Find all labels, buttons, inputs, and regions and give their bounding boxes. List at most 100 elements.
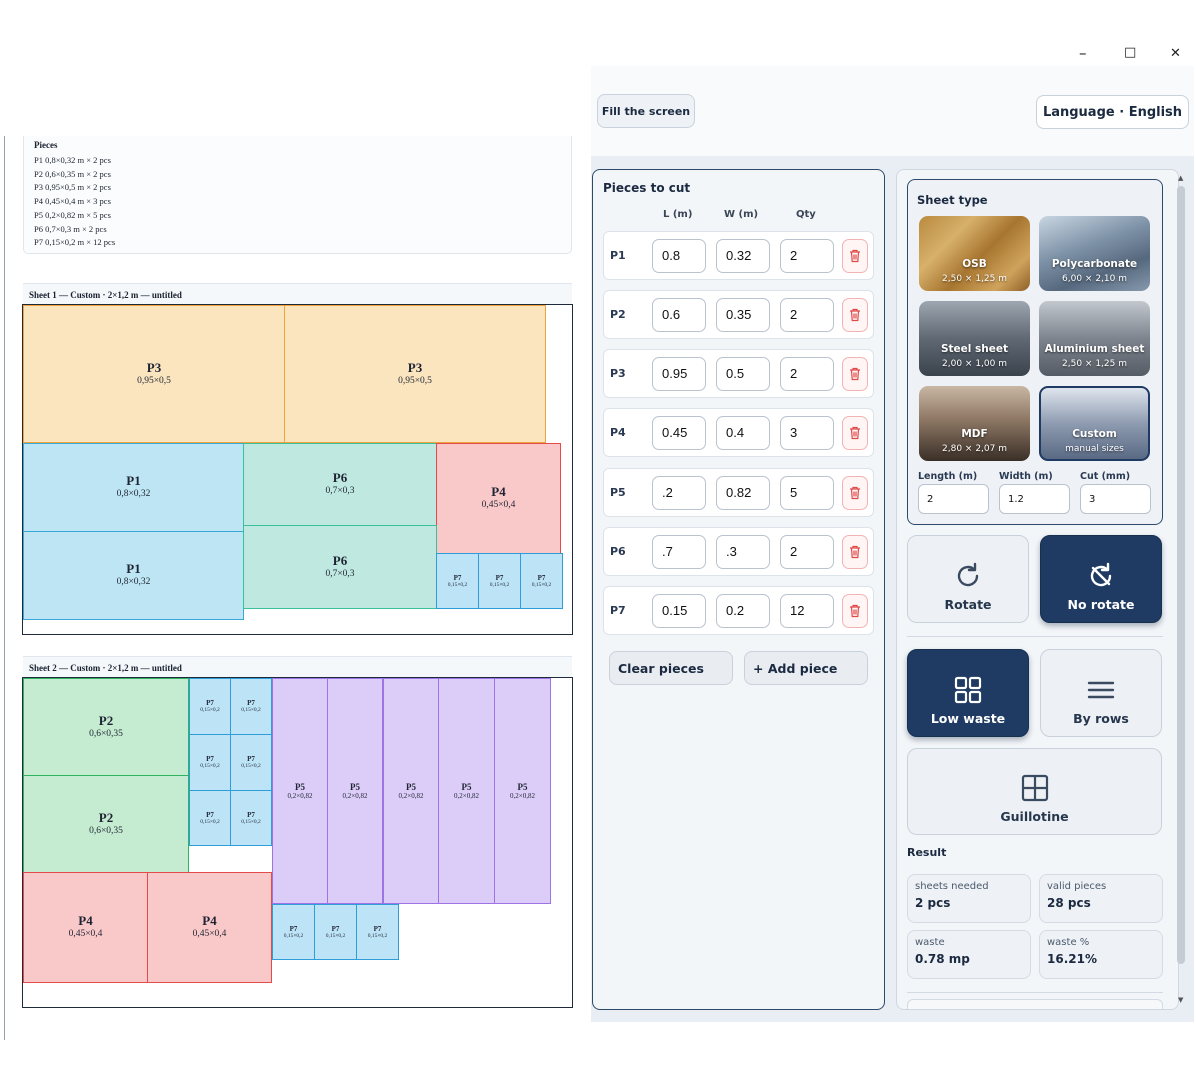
piece-row-label: P2 xyxy=(610,308,626,321)
qty-input[interactable]: 2 xyxy=(780,357,834,391)
delete-piece-button[interactable] xyxy=(842,357,868,391)
stat-waste: waste 0.78 mp xyxy=(907,930,1031,979)
width-input[interactable]: 0.32 xyxy=(716,239,770,273)
width-input[interactable]: 0.35 xyxy=(716,298,770,332)
length-input[interactable]: .2 xyxy=(652,476,706,510)
stat-value: 16.21% xyxy=(1047,952,1097,966)
minimize-button[interactable]: – xyxy=(1079,44,1087,62)
delete-piece-button[interactable] xyxy=(842,416,868,450)
cut-width-input[interactable]: 3 xyxy=(1080,484,1151,514)
delete-piece-button[interactable] xyxy=(842,535,868,569)
cut-piece: P6 0,7×0,3 xyxy=(243,525,437,609)
add-piece-button[interactable]: + Add piece xyxy=(744,651,868,685)
by-rows-label: By rows xyxy=(1073,711,1129,726)
sheet-option-polycarbonate[interactable]: Polycarbonate 6,00 × 2,10 m xyxy=(1039,216,1150,291)
stat-label: waste xyxy=(915,937,945,948)
divider xyxy=(907,636,1163,637)
grid-layout-icon xyxy=(954,676,982,704)
trash-icon xyxy=(850,249,860,263)
width-input[interactable]: 0.4 xyxy=(716,416,770,450)
piece-row: P3 0.95 0.5 2 xyxy=(603,349,874,398)
qty-input[interactable]: 5 xyxy=(780,476,834,510)
length-input[interactable]: 0.8 xyxy=(652,239,706,273)
trash-icon xyxy=(850,604,860,618)
piece-row: P1 0.8 0.32 2 xyxy=(603,231,874,280)
clear-pieces-button[interactable]: Clear pieces xyxy=(609,651,733,685)
length-input[interactable]: 0.15 xyxy=(652,594,706,628)
no-rotate-button[interactable]: No rotate xyxy=(1040,535,1162,623)
cut-label: Cut (mm) xyxy=(1080,471,1131,482)
trash-icon xyxy=(850,426,860,440)
no-rotate-label: No rotate xyxy=(1067,597,1135,612)
piece-row-label: P6 xyxy=(610,545,626,558)
next-section-edge xyxy=(907,999,1163,1009)
piece-row-label: P3 xyxy=(610,367,626,380)
qty-input[interactable]: 3 xyxy=(780,416,834,450)
piece-row: P5 .2 0.82 5 xyxy=(603,468,874,517)
qty-input[interactable]: 2 xyxy=(780,535,834,569)
length-input[interactable]: 0.6 xyxy=(652,298,706,332)
qty-input[interactable]: 12 xyxy=(780,594,834,628)
rows-icon xyxy=(1087,681,1115,699)
sheet-option-aluminium[interactable]: Aluminium sheet 2,50 × 1,25 m xyxy=(1039,301,1150,376)
sheet-width-input[interactable]: 1.2 xyxy=(999,484,1070,514)
sheet-option-size: 2,80 × 2,07 m xyxy=(942,444,1007,454)
width-input[interactable]: 0.2 xyxy=(716,594,770,628)
cut-piece: P7 0,15×0,2 xyxy=(314,904,357,960)
qty-input[interactable]: 2 xyxy=(780,239,834,273)
sheet-option-steel[interactable]: Steel sheet 2,00 × 1,00 m xyxy=(919,301,1030,376)
sheet-length-input[interactable]: 2 xyxy=(918,484,989,514)
result-title: Result xyxy=(907,846,947,859)
sheet-option-osb[interactable]: OSB 2,50 × 1,25 m xyxy=(919,216,1030,291)
stat-label: sheets needed xyxy=(915,881,989,892)
scroll-up-arrow[interactable]: ▲ xyxy=(1178,174,1184,182)
fill-screen-button[interactable]: Fill the screen xyxy=(597,94,695,128)
delete-piece-button[interactable] xyxy=(842,476,868,510)
length-input[interactable]: .7 xyxy=(652,535,706,569)
pieces-summary-line: P1 0,8×0,32 m × 2 pcs xyxy=(34,155,111,165)
cut-piece: P7 0,15×0,2 xyxy=(189,734,231,791)
qty-input[interactable]: 2 xyxy=(780,298,834,332)
trash-icon xyxy=(850,486,860,500)
cut-piece: P1 0,8×0,32 xyxy=(23,443,244,532)
maximize-button[interactable]: □ xyxy=(1124,45,1137,60)
trash-icon xyxy=(850,308,860,322)
stat-value: 28 pcs xyxy=(1047,896,1091,910)
cut-piece: P7 0,15×0,2 xyxy=(230,678,272,735)
sheet-option-mdf[interactable]: MDF 2,80 × 2,07 m xyxy=(919,386,1030,461)
rotate-button[interactable]: Rotate xyxy=(907,535,1029,623)
cut-piece: P7 0,15×0,2 xyxy=(478,553,521,609)
piece-row-label: P1 xyxy=(610,249,626,262)
stat-label: valid pieces xyxy=(1047,881,1107,892)
cut-piece: P4 0,45×0,4 xyxy=(147,872,272,983)
sheet-option-custom[interactable]: Custom manual sizes xyxy=(1039,386,1150,461)
close-button[interactable]: ✕ xyxy=(1170,46,1181,61)
pieces-summary-line: P2 0,6×0,35 m × 2 pcs xyxy=(34,168,111,179)
low-waste-button[interactable]: Low waste xyxy=(907,649,1029,737)
stat-sheets-needed: sheets needed 2 pcs xyxy=(907,874,1031,923)
delete-piece-button[interactable] xyxy=(842,239,868,273)
sheet-option-size: 6,00 × 2,10 m xyxy=(1062,274,1127,284)
low-waste-label: Low waste xyxy=(930,711,1006,726)
width-input[interactable]: 0.82 xyxy=(716,476,770,510)
guillotine-button[interactable]: Guillotine xyxy=(907,748,1162,835)
sheet-1-layout: P3 0,95×0,5 P3 0,95×0,5 P1 0,8×0,32 P6 0,7×0… xyxy=(22,304,573,635)
pieces-panel-title: Pieces to cut xyxy=(603,181,691,195)
sheet-option-size: 2,50 × 1,25 m xyxy=(1062,359,1127,369)
cut-piece: P7 0,15×0,2 xyxy=(230,790,272,846)
cut-piece: P5 0,2×0,82 xyxy=(438,678,495,904)
delete-piece-button[interactable] xyxy=(842,594,868,628)
scroll-down-arrow[interactable]: ▼ xyxy=(1178,996,1184,1004)
document-edge xyxy=(4,136,5,1040)
length-input[interactable]: 0.95 xyxy=(652,357,706,391)
scrollbar-thumb[interactable] xyxy=(1177,186,1185,964)
delete-piece-button[interactable] xyxy=(842,298,868,332)
cut-piece: P7 0,15×0,2 xyxy=(272,904,315,960)
piece-row-label: P5 xyxy=(610,486,626,499)
by-rows-button[interactable]: By rows xyxy=(1040,649,1162,737)
language-button[interactable]: Language · English xyxy=(1036,95,1189,129)
width-input[interactable]: 0.5 xyxy=(716,357,770,391)
length-input[interactable]: 0.45 xyxy=(652,416,706,450)
width-input[interactable]: .3 xyxy=(716,535,770,569)
cut-piece: P5 0,2×0,82 xyxy=(327,678,383,904)
